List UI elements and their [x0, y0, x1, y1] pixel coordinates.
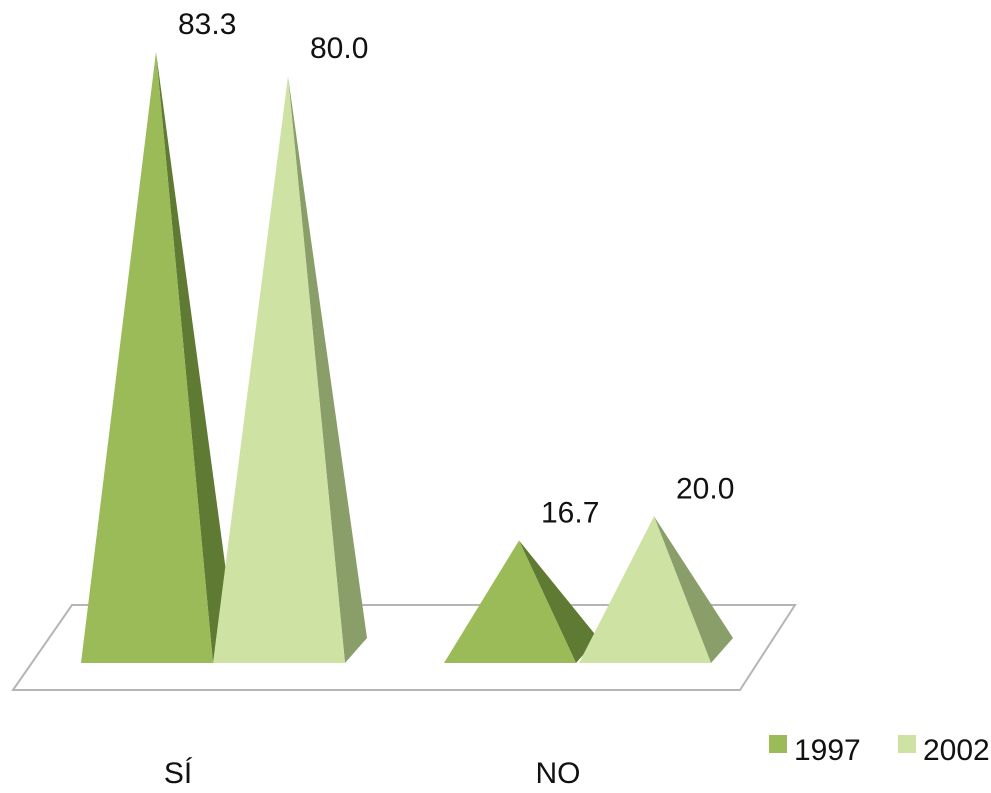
pyramid-si-1997: [81, 52, 235, 663]
pyramid-no-1997: [444, 540, 598, 663]
pyramid-side-face: [654, 516, 733, 663]
legend-swatch: [898, 735, 916, 753]
pyramid-side-face: [156, 52, 235, 663]
legend-item-2002: 2002: [898, 734, 990, 767]
pyramid-no-2002: [579, 516, 733, 663]
pyramid-si-2002: [213, 76, 367, 664]
pyramid-marks: [81, 52, 733, 664]
pyramid-front-face: [81, 52, 213, 663]
legend-swatch: [769, 735, 787, 753]
pyramid-side-face: [519, 540, 598, 663]
category-label-si: SÍ: [164, 757, 193, 788]
data-label-no-1997: 16.7: [541, 497, 599, 530]
pyramid-front-face: [444, 540, 576, 663]
pyramid-front-face: [213, 76, 345, 664]
category-labels: SÍ NO: [164, 757, 581, 790]
pyramid-front-face: [579, 516, 711, 663]
legend-label: 1997: [794, 734, 861, 767]
legend-item-1997: 1997: [769, 734, 861, 767]
data-label-si-2002: 80.0: [310, 32, 368, 65]
legend: 1997 2002: [769, 734, 990, 767]
category-label-no: NO: [536, 757, 581, 788]
data-label-no-2002: 20.0: [676, 472, 734, 505]
legend-label: 2002: [923, 734, 990, 767]
data-label-si-1997: 83.3: [178, 8, 236, 41]
pyramid-side-face: [288, 76, 367, 664]
data-labels: 83.3 16.7 80.0 20.0: [178, 8, 734, 530]
